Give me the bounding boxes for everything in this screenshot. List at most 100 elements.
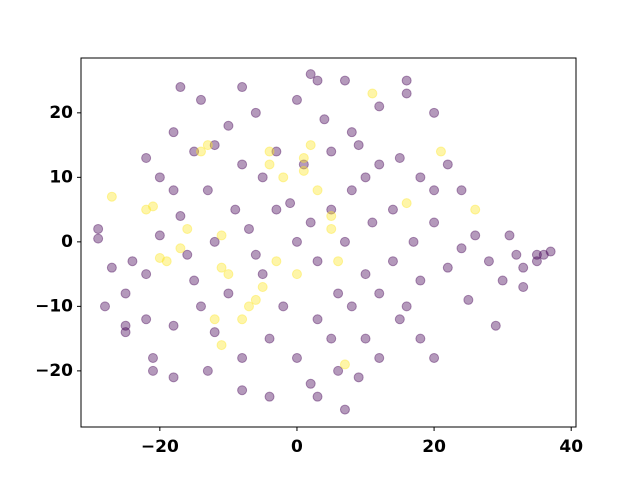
point [120, 327, 131, 338]
point [195, 301, 206, 312]
point [429, 217, 440, 228]
point [353, 372, 364, 383]
point [408, 236, 419, 247]
point [99, 301, 110, 312]
point [305, 378, 316, 389]
point [429, 352, 440, 363]
point [271, 146, 282, 157]
point [257, 172, 268, 183]
point [141, 204, 152, 215]
point [435, 146, 446, 157]
point [518, 262, 529, 273]
point [237, 159, 248, 170]
point [168, 320, 179, 331]
point [353, 140, 364, 151]
point [250, 249, 261, 260]
point [243, 223, 254, 234]
point [264, 391, 275, 402]
point [154, 172, 165, 183]
point [147, 201, 158, 212]
point [326, 223, 337, 234]
point [202, 365, 213, 376]
point [339, 75, 350, 86]
point [490, 320, 501, 331]
point [216, 340, 227, 351]
point [195, 94, 206, 105]
point [298, 152, 309, 163]
point [154, 252, 165, 263]
point [141, 152, 152, 163]
point [312, 256, 323, 267]
point [360, 269, 371, 280]
point [223, 269, 234, 280]
point [305, 140, 316, 151]
point [93, 233, 104, 244]
point [285, 198, 296, 209]
point [367, 88, 378, 99]
point [168, 127, 179, 138]
y-tick-label: 20 [49, 103, 73, 123]
point [154, 230, 165, 241]
point [339, 359, 350, 370]
point [237, 352, 248, 363]
x-tick-label: −20 [141, 437, 179, 457]
point [230, 204, 241, 215]
point [360, 172, 371, 183]
point [223, 288, 234, 299]
point [202, 140, 213, 151]
point [429, 107, 440, 118]
point [360, 333, 371, 344]
point [202, 185, 213, 196]
point [93, 223, 104, 234]
point [161, 256, 172, 267]
point [182, 249, 193, 260]
point [189, 275, 200, 286]
point [216, 262, 227, 273]
point [326, 333, 337, 344]
point [387, 256, 398, 267]
point [346, 185, 357, 196]
point [127, 256, 138, 267]
point [401, 198, 412, 209]
y-tick-label: −20 [35, 361, 73, 381]
point [470, 230, 481, 241]
point [271, 204, 282, 215]
point [531, 256, 542, 267]
point [264, 159, 275, 170]
point [291, 352, 302, 363]
point [305, 69, 316, 80]
point [168, 372, 179, 383]
point [415, 172, 426, 183]
point [387, 204, 398, 215]
point [531, 249, 542, 260]
point [312, 185, 323, 196]
point [147, 352, 158, 363]
point [463, 294, 474, 305]
point [298, 159, 309, 170]
y-tick-label: 0 [61, 232, 73, 252]
point [312, 75, 323, 86]
point [168, 185, 179, 196]
point [483, 256, 494, 267]
point [415, 333, 426, 344]
point [271, 256, 282, 267]
point [291, 94, 302, 105]
point [237, 82, 248, 93]
point [195, 146, 206, 157]
point [367, 217, 378, 228]
point [209, 327, 220, 338]
point [250, 294, 261, 305]
point [339, 404, 350, 415]
point [374, 159, 385, 170]
point [209, 140, 220, 151]
point [456, 185, 467, 196]
point [237, 314, 248, 325]
point [394, 314, 405, 325]
x-tick-label: 20 [422, 437, 446, 457]
point [442, 262, 453, 273]
plot-frame [80, 57, 577, 428]
point [298, 165, 309, 176]
point [106, 191, 117, 202]
point [374, 288, 385, 299]
